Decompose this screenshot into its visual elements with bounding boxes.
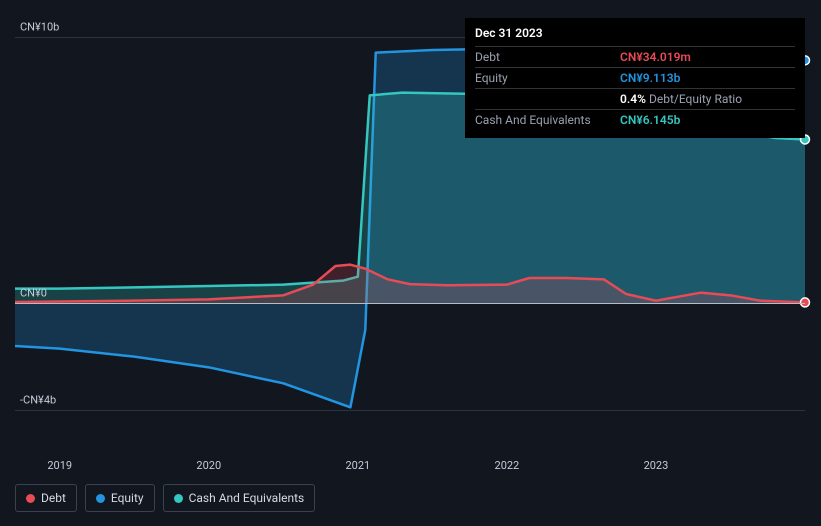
gridline [15, 410, 805, 411]
legend-dot-icon [174, 494, 183, 503]
tooltip-row: 0.4% Debt/Equity Ratio [475, 89, 795, 110]
tooltip-row-value: CN¥6.145b [620, 110, 795, 131]
x-axis-label: 2019 [47, 459, 72, 472]
y-axis-label: CN¥10b [20, 20, 59, 33]
tooltip-table: DebtCN¥34.019mEquityCN¥9.113b0.4% Debt/E… [475, 46, 795, 130]
x-axis-label: 2021 [345, 459, 370, 472]
tooltip-row-value: 0.4% Debt/Equity Ratio [620, 89, 795, 110]
tooltip-row-value: CN¥9.113b [620, 68, 795, 89]
legend-dot-icon [26, 494, 35, 503]
legend-item-debt[interactable]: Debt [15, 484, 77, 512]
x-axis-label: 2022 [495, 459, 520, 472]
legend-label: Equity [111, 491, 144, 505]
chart-tooltip: Dec 31 2023 DebtCN¥34.019mEquityCN¥9.113… [465, 18, 805, 138]
y-axis-label: -CN¥4b [20, 394, 56, 407]
legend-label: Cash And Equivalents [189, 491, 305, 505]
legend-item-equity[interactable]: Equity [85, 484, 155, 512]
chart-legend: Debt Equity Cash And Equivalents [15, 484, 315, 512]
tooltip-row-key [475, 89, 620, 110]
legend-dot-icon [96, 494, 105, 503]
tooltip-row-key: Debt [475, 47, 620, 68]
tooltip-row: Cash And EquivalentsCN¥6.145b [475, 110, 795, 131]
x-axis-label: 2023 [644, 459, 669, 472]
tooltip-row-key: Equity [475, 68, 620, 89]
legend-label: Debt [41, 491, 66, 505]
tooltip-row: EquityCN¥9.113b [475, 68, 795, 89]
tooltip-row-key: Cash And Equivalents [475, 110, 620, 131]
legend-item-cash[interactable]: Cash And Equivalents [163, 484, 316, 512]
y-axis-label: CN¥0 [20, 287, 47, 300]
tooltip-title: Dec 31 2023 [475, 26, 795, 40]
x-axis-label: 2020 [196, 459, 221, 472]
tooltip-row: DebtCN¥34.019m [475, 47, 795, 68]
gridline [15, 303, 805, 304]
tooltip-row-value: CN¥34.019m [620, 47, 795, 68]
